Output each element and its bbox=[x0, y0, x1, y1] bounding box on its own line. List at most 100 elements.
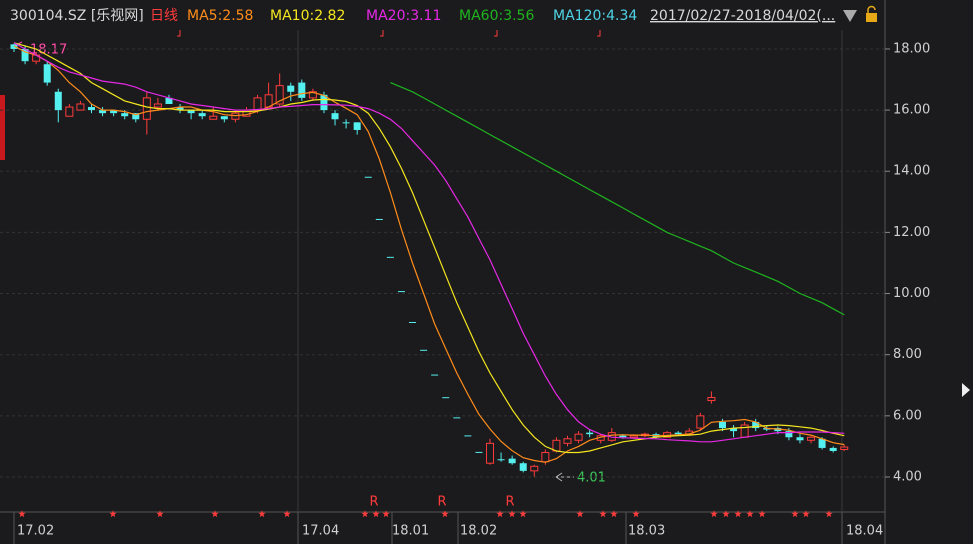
legend-entry: MA20:3.11 bbox=[366, 8, 441, 24]
signal-star bbox=[791, 510, 799, 518]
candle-body bbox=[353, 122, 361, 130]
candle-body bbox=[121, 113, 129, 117]
lock-shackle bbox=[867, 5, 876, 13]
candle-body bbox=[287, 85, 295, 92]
candle-body bbox=[209, 115, 218, 120]
candle-body bbox=[386, 256, 394, 258]
candle-body bbox=[796, 437, 804, 441]
y-tick-label: 12.00 bbox=[893, 225, 930, 240]
signal-star bbox=[372, 510, 380, 518]
candle-body bbox=[142, 97, 151, 120]
candle-body bbox=[752, 421, 760, 429]
x-tick-label: 18.01 bbox=[392, 524, 429, 539]
legend-entry: MA120:4.34 bbox=[553, 8, 637, 24]
candle-body bbox=[132, 113, 140, 120]
legend-entry: MA5:2.58 bbox=[187, 8, 253, 24]
legend-entry: MA60:3.56 bbox=[459, 8, 534, 24]
signal-star bbox=[361, 510, 369, 518]
signal-star bbox=[283, 510, 291, 518]
signal-star bbox=[722, 510, 730, 518]
candle-body bbox=[153, 103, 162, 108]
candle-body bbox=[110, 110, 118, 114]
candle-body bbox=[10, 44, 18, 49]
candle-body bbox=[409, 321, 417, 323]
y-tick-label: 8.00 bbox=[893, 347, 922, 362]
x-tick-label: 17.02 bbox=[17, 524, 54, 539]
signal-star bbox=[734, 510, 742, 518]
candle-body bbox=[785, 431, 793, 438]
x-tick-label: 18.03 bbox=[628, 524, 665, 539]
candle-body bbox=[87, 107, 95, 111]
signal-star bbox=[802, 510, 810, 518]
candle-body bbox=[220, 116, 228, 120]
ma-line bbox=[13, 42, 845, 443]
candle-body bbox=[674, 432, 682, 435]
candle-body bbox=[464, 435, 472, 437]
candle-body bbox=[508, 458, 516, 464]
ma-line bbox=[390, 82, 845, 316]
candle-body bbox=[829, 447, 837, 451]
candle-body bbox=[586, 432, 594, 435]
y-tick-label: 18.00 bbox=[893, 41, 930, 56]
ma-line bbox=[13, 45, 845, 463]
signal-star bbox=[211, 510, 219, 518]
candle-body bbox=[231, 112, 240, 120]
side-tab[interactable] bbox=[0, 95, 5, 160]
signal-star bbox=[109, 510, 117, 518]
signal-star bbox=[610, 510, 618, 518]
signal-star bbox=[758, 510, 766, 518]
signal-star bbox=[632, 510, 640, 518]
candle-body bbox=[375, 218, 383, 220]
candle-body bbox=[187, 110, 195, 114]
candle-body bbox=[696, 415, 705, 429]
candle-body bbox=[475, 451, 483, 453]
candle-body bbox=[397, 291, 405, 293]
candle-body bbox=[519, 463, 527, 471]
dropdown-icon[interactable] bbox=[843, 10, 857, 22]
signal-star bbox=[576, 510, 584, 518]
candle-body bbox=[563, 438, 572, 444]
candle-body bbox=[840, 446, 849, 450]
lock-icon[interactable] bbox=[866, 13, 877, 22]
candle-body bbox=[442, 397, 450, 399]
candle-body bbox=[453, 417, 461, 419]
candle-body bbox=[298, 82, 306, 98]
candle-body bbox=[21, 48, 29, 62]
date-range[interactable]: 2017/02/27-2018/04/02(... bbox=[650, 8, 835, 24]
annotation: 18.17 bbox=[30, 43, 67, 58]
symbol: 300104.SZ [乐视网] bbox=[10, 8, 144, 24]
signal-star bbox=[825, 510, 833, 518]
candle-body bbox=[165, 97, 173, 104]
candle-body bbox=[707, 396, 716, 402]
signal-star bbox=[496, 510, 504, 518]
candle-body bbox=[320, 94, 328, 111]
candle-body bbox=[574, 433, 583, 441]
ma-line bbox=[13, 42, 845, 454]
signal: R bbox=[369, 495, 378, 510]
candle-body bbox=[619, 435, 627, 438]
x-tick-label: 18.02 bbox=[460, 524, 497, 539]
x-tick-label: 18.04 bbox=[846, 524, 883, 539]
legend-entry: MA10:2.82 bbox=[270, 8, 345, 24]
candle-body bbox=[530, 465, 539, 472]
candle-body bbox=[54, 91, 62, 111]
candle-body bbox=[497, 459, 505, 461]
expand-arrow[interactable] bbox=[962, 383, 970, 397]
candle-body bbox=[730, 428, 738, 432]
signal-star bbox=[519, 510, 527, 518]
signal-star bbox=[599, 510, 607, 518]
candle-body bbox=[308, 91, 317, 99]
candle-body bbox=[486, 442, 495, 464]
candle-body bbox=[718, 421, 726, 429]
y-tick-label: 14.00 bbox=[893, 164, 930, 179]
candle-body bbox=[342, 122, 350, 124]
candle-body bbox=[76, 103, 85, 111]
period[interactable]: 日线 bbox=[150, 8, 178, 24]
candle-body bbox=[275, 85, 284, 105]
candle-body bbox=[807, 436, 816, 441]
candle-body bbox=[43, 64, 51, 83]
signal-star bbox=[441, 510, 449, 518]
candle-body bbox=[629, 435, 638, 438]
event-marker bbox=[177, 30, 601, 37]
